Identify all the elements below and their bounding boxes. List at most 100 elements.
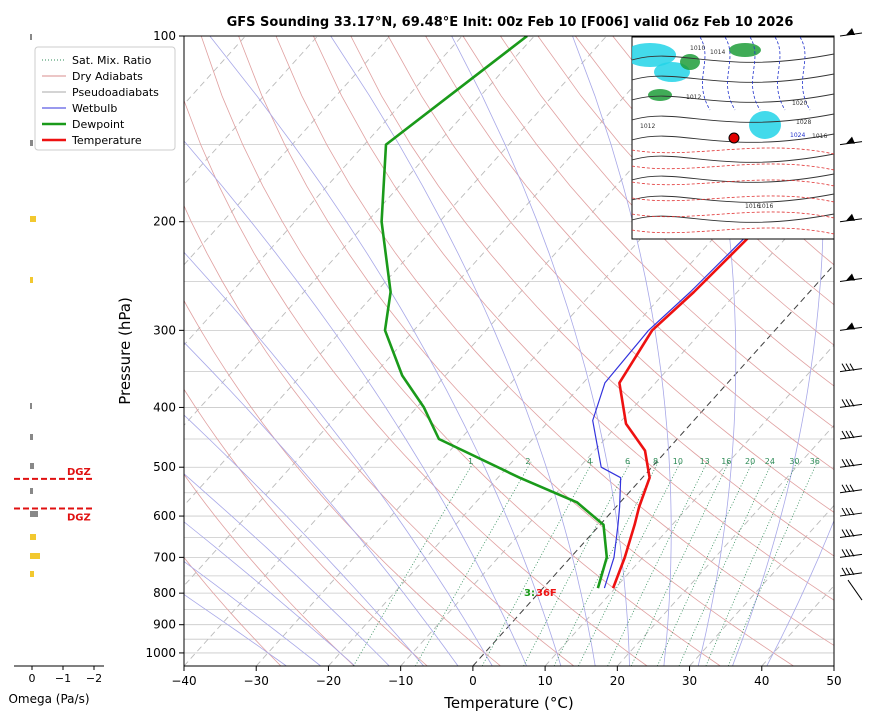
dry-adiabat — [184, 99, 648, 666]
omega-tick-label: −1 — [55, 672, 71, 685]
y-tick-label: 400 — [153, 400, 176, 414]
x-axis: −40 −30 −20 −10 0 10 20 30 40 50 — [171, 666, 842, 688]
wind-barb — [845, 529, 851, 537]
omega-bar — [30, 434, 33, 440]
wind-barb — [847, 579, 863, 601]
wind-barb — [846, 136, 855, 144]
mixing-ratio-label: 36 — [810, 457, 820, 466]
pseudo-adiabat — [184, 140, 527, 666]
wind-barb — [849, 549, 855, 557]
inset-precip — [632, 43, 676, 67]
isotherm — [184, 36, 680, 587]
isotherm — [689, 504, 834, 666]
dry-adiabat — [837, 36, 875, 666]
wind-barb — [845, 458, 851, 467]
y-axis: 100 200 300 400 500 600 700 800 900 1000 — [145, 29, 184, 660]
pseudo-adiabat — [451, 36, 630, 666]
wind-barb — [849, 430, 855, 439]
wind-barb — [845, 507, 851, 516]
dgz-label: DGZ — [67, 512, 91, 523]
dry-adiabat — [500, 36, 834, 387]
wind-barb — [839, 435, 863, 440]
omega-bar — [30, 216, 36, 222]
wind-barb — [839, 553, 863, 558]
dry-adiabat — [200, 36, 721, 666]
mixing-ratio-line — [727, 461, 818, 666]
wind-barb — [839, 403, 863, 408]
inset-contour — [632, 53, 834, 63]
pseudo-adiabat — [184, 414, 425, 666]
x-tick-label: −30 — [244, 674, 269, 688]
wind-barb — [841, 567, 847, 576]
pseudo-adiabat — [693, 36, 737, 666]
wind-barb — [849, 363, 855, 371]
mixing-ratio-line — [353, 461, 475, 666]
mixing-ratio-label: 24 — [765, 457, 775, 466]
wind-barb — [841, 399, 847, 407]
x-axis-label: Temperature (°C) — [443, 694, 573, 712]
pseudo-adiabat — [330, 36, 596, 666]
legend-entry: Temperature — [71, 134, 142, 147]
wind-barb — [841, 458, 847, 467]
inset-map-label: 1012 — [686, 94, 701, 101]
pseudo-adiabat — [184, 521, 356, 666]
omega-axis-label: Omega (Pa/s) — [8, 692, 89, 706]
dry-adiabat — [313, 36, 834, 601]
dry-adiabat — [350, 36, 834, 557]
mixing-ratio-line — [578, 461, 682, 666]
mixing-ratio-line — [523, 461, 631, 666]
mixing-ratio-label: 8 — [653, 457, 658, 466]
series-dewpoint — [380, 36, 609, 589]
omega-bar — [30, 403, 32, 409]
pseudo-adiabat — [184, 593, 287, 666]
x-tick-label: −20 — [316, 674, 341, 688]
mixing-ratio-label: 2 — [525, 457, 530, 466]
isotherm — [184, 36, 535, 426]
wind-barb — [839, 534, 863, 539]
y-axis-label: Pressure (hPa) — [116, 297, 134, 405]
inset-temp-contour — [632, 211, 834, 219]
mixing-ratio-line — [415, 461, 532, 666]
inset-map-label: 1010 — [690, 45, 705, 52]
isotherm — [184, 36, 607, 507]
omega-bar — [30, 553, 40, 559]
wind-barb — [845, 363, 851, 371]
wind-barb — [841, 549, 847, 557]
wind-barb — [841, 484, 847, 492]
x-tick-label: −10 — [388, 674, 413, 688]
inset-map-label: 1024 — [790, 132, 805, 139]
y-tick-label: 100 — [153, 29, 176, 43]
omega-panel: 0 −1 −2 Omega (Pa/s) DGZ DGZ — [8, 34, 104, 706]
mixing-ratio-labels: 1 2 4 6 8 10 13 16 20 24 30 36 — [468, 457, 820, 466]
y-tick-label: 700 — [153, 550, 176, 564]
dry-adiabat — [184, 388, 428, 666]
inset-height-contour — [799, 37, 811, 111]
wind-barb — [849, 458, 855, 467]
surface-dewpoint-label: 3: — [524, 588, 535, 599]
omega-tick-label: −2 — [86, 672, 102, 685]
dry-adiabat — [184, 556, 282, 666]
wind-barb — [846, 273, 855, 281]
wind-barb — [849, 567, 855, 576]
wind-barb — [839, 368, 863, 373]
pseudo-adiabat — [184, 251, 493, 666]
wind-barb — [839, 572, 863, 577]
omega-tick-label: 0 — [29, 672, 36, 685]
inset-map-label: 1014 — [710, 49, 725, 56]
inset-precip — [749, 111, 781, 139]
inset-precip — [680, 54, 700, 70]
y-tick-label: 1000 — [145, 646, 176, 660]
dry-adiabat — [425, 36, 834, 471]
mixing-ratio-label: 4 — [587, 457, 592, 466]
pseudo-adiabat — [184, 561, 321, 666]
wind-barb — [849, 399, 855, 407]
inset-map-label: 1016 — [758, 203, 773, 210]
inset-map-label: 1020 — [792, 100, 807, 107]
inset-height-contour — [774, 37, 786, 111]
y-tick-label: 200 — [153, 215, 176, 229]
inset-contour — [632, 173, 834, 183]
x-tick-label: 10 — [537, 674, 552, 688]
dry-adiabat — [275, 36, 834, 646]
inset-temp-contour — [632, 195, 834, 203]
